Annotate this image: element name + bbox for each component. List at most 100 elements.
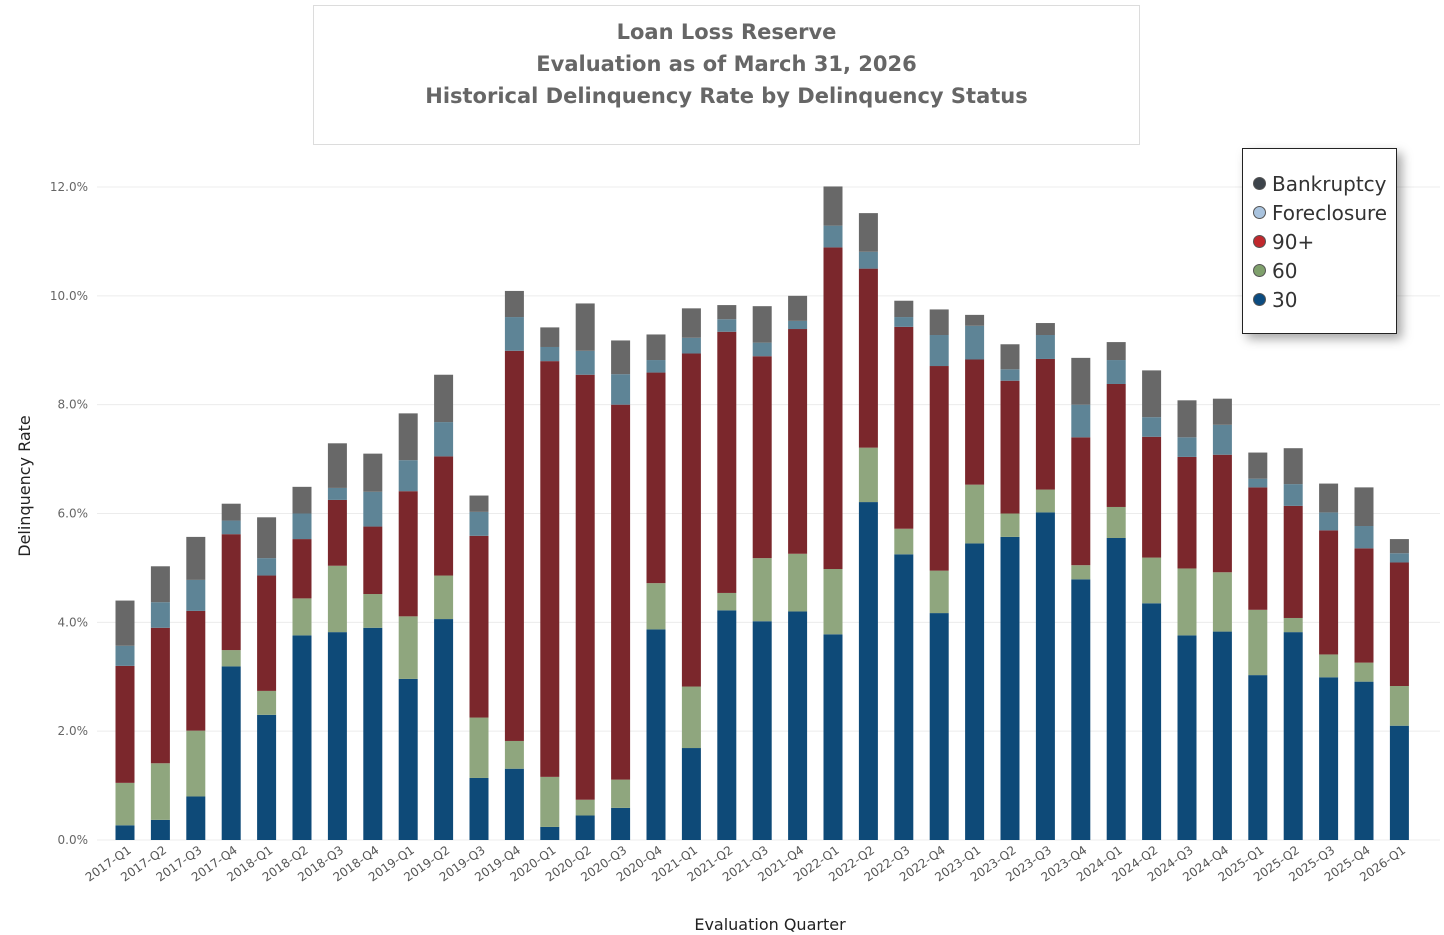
bar-segment-bankruptcy [363, 453, 383, 492]
bar-segment-60 [1389, 686, 1409, 726]
bar-segment-bankruptcy [292, 486, 312, 514]
legend-item-bankruptcy: Bankruptcy [1253, 169, 1396, 198]
bar-segment-90-plus [1000, 380, 1020, 514]
bar-segment-60 [292, 598, 312, 636]
legend-swatch-90-plus [1253, 235, 1266, 248]
bar-segment-90-plus [221, 534, 241, 651]
bar-segment-30 [469, 777, 489, 840]
bar-segment-bankruptcy [1142, 370, 1162, 418]
bar-segment-30 [858, 502, 878, 840]
legend-swatch-bankruptcy [1253, 177, 1266, 190]
x-axis-label: Evaluation Quarter [694, 915, 846, 934]
bar-segment-bankruptcy [929, 309, 949, 336]
bar-segment-foreclosure [186, 579, 206, 611]
y-axis-label: Delinquency Rate [15, 415, 34, 557]
bar-segment-30 [1248, 675, 1268, 840]
bar-segment-60 [1071, 565, 1091, 580]
legend-label: 90+ [1272, 229, 1315, 254]
bar-segment-60 [1354, 662, 1374, 682]
bar-segment-bankruptcy [752, 306, 772, 343]
bar-segment-90-plus [858, 268, 878, 448]
legend-label: Foreclosure [1272, 200, 1388, 225]
bar-segment-60 [929, 570, 949, 614]
bar-segment-90-plus [1106, 383, 1126, 507]
bar-segment-60 [611, 779, 631, 808]
y-tick-label: 10.0% [50, 289, 88, 303]
bar-segment-60 [1106, 506, 1126, 538]
bar-segment-foreclosure [1319, 512, 1339, 531]
bar-segment-bankruptcy [1354, 487, 1374, 527]
bar-segment-90-plus [115, 665, 135, 783]
bar-segment-60 [221, 650, 241, 667]
bar-segment-bankruptcy [717, 305, 737, 320]
bar-segment-30 [1071, 579, 1091, 840]
bar-segment-foreclosure [717, 319, 737, 332]
bar-segment-30 [540, 826, 560, 840]
bar-segment-30 [150, 819, 170, 840]
bar-segment-foreclosure [115, 645, 135, 666]
bar-segment-bankruptcy [327, 443, 347, 488]
legend-item-foreclosure: Foreclosure [1253, 198, 1396, 227]
bar-segment-90-plus [504, 350, 524, 741]
bar-segment-60 [788, 553, 808, 612]
bar-segment-30 [1212, 631, 1232, 840]
bar-segment-60 [257, 690, 277, 715]
y-tick-label: 8.0% [58, 398, 89, 412]
bar-segment-30 [186, 796, 206, 840]
bar-segment-90-plus [788, 329, 808, 554]
bar-segment-foreclosure [292, 513, 312, 540]
bar-segment-60 [1248, 609, 1268, 676]
bar-segment-bankruptcy [858, 213, 878, 252]
bar-segment-60 [965, 484, 985, 544]
bar-segment-foreclosure [1106, 360, 1126, 384]
bar-segment-90-plus [965, 359, 985, 485]
bar-segment-60 [1142, 557, 1162, 604]
bar-segment-foreclosure [434, 422, 454, 457]
bar-segment-bankruptcy [186, 536, 206, 580]
bar-segment-30 [681, 748, 701, 840]
bar-segment-90-plus [823, 247, 843, 570]
chart-title-line-3: Historical Delinquency Rate by Delinquen… [425, 84, 1028, 108]
bar-segment-90-plus [1071, 437, 1091, 566]
bar-segment-90-plus [717, 331, 737, 593]
bar-segment-bankruptcy [1319, 483, 1339, 513]
bar-segment-bankruptcy [611, 340, 631, 375]
bar-segment-60 [894, 528, 914, 555]
bar-segment-90-plus [469, 535, 489, 718]
bar-segment-foreclosure [1142, 417, 1162, 437]
bar-segment-60 [363, 594, 383, 628]
bar-segment-90-plus [1142, 436, 1162, 558]
bar-segment-30 [327, 632, 347, 840]
bar-segment-foreclosure [611, 374, 631, 405]
bar-segment-foreclosure [1389, 553, 1409, 563]
bar-segment-60 [504, 740, 524, 769]
bar-segment-bankruptcy [965, 314, 985, 326]
bar-segment-60 [540, 776, 560, 827]
bar-segment-60 [115, 782, 135, 826]
bar-segment-90-plus [1035, 358, 1055, 490]
bar-segment-60 [469, 717, 489, 778]
bar-segment-60 [1035, 489, 1055, 513]
bar-segment-bankruptcy [504, 290, 524, 318]
bar-segment-30 [1354, 681, 1374, 840]
bar-segment-60 [398, 616, 418, 679]
bar-segment-90-plus [1389, 562, 1409, 687]
bar-segment-bankruptcy [1177, 400, 1197, 438]
bar-segment-90-plus [646, 372, 666, 584]
bar-segment-90-plus [1319, 530, 1339, 655]
bar-segment-60 [327, 565, 347, 633]
bar-segment-90-plus [681, 353, 701, 687]
bar-segment-foreclosure [681, 337, 701, 354]
bar-segment-bankruptcy [540, 327, 560, 347]
bar-segment-foreclosure [327, 487, 347, 500]
bar-segment-bankruptcy [434, 374, 454, 423]
bar-segment-30 [1389, 725, 1409, 840]
bar-segment-60 [717, 592, 737, 611]
bar-segment-90-plus [1354, 548, 1374, 663]
bar-segment-bankruptcy [1389, 539, 1409, 554]
bar-segment-30 [1106, 537, 1126, 840]
bar-segment-foreclosure [540, 346, 560, 362]
bar-segment-30 [611, 807, 631, 840]
bar-segment-foreclosure [221, 520, 241, 535]
